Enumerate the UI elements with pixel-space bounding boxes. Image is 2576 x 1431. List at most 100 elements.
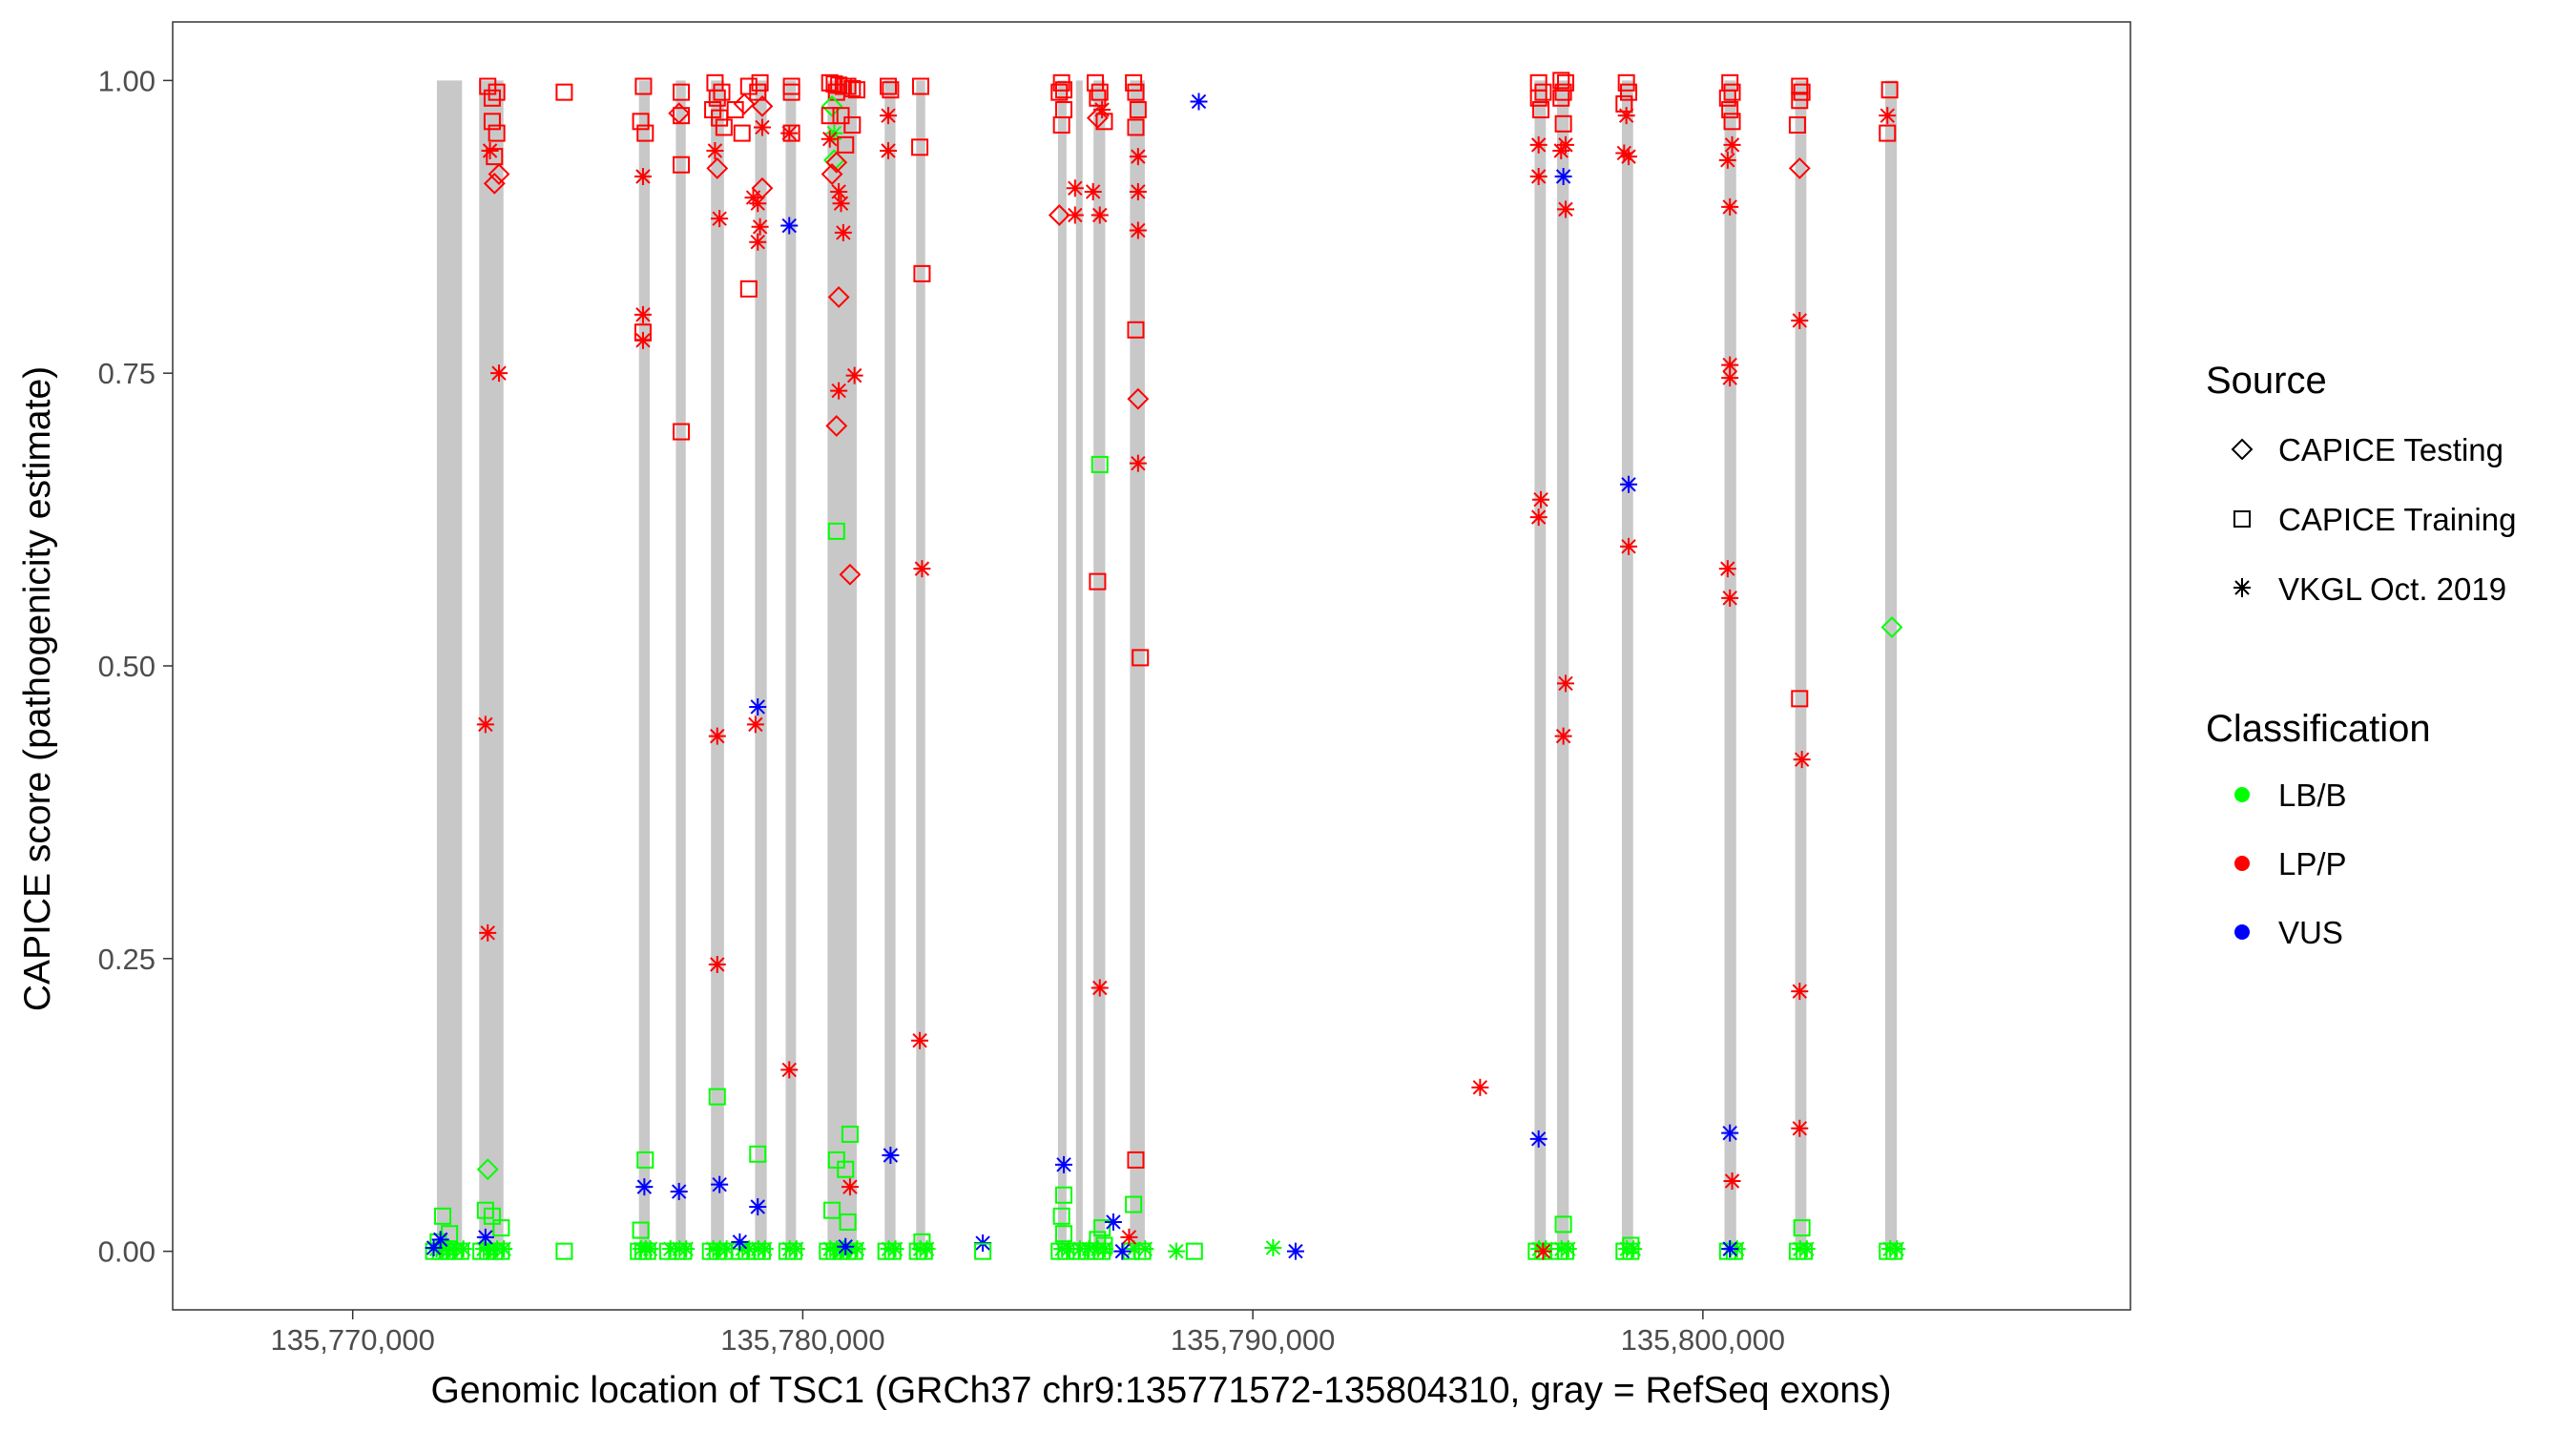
data-point bbox=[1791, 77, 1809, 95]
data-point bbox=[1723, 135, 1741, 154]
data-point bbox=[636, 1151, 654, 1169]
data-point-baseline bbox=[753, 1242, 771, 1260]
data-point bbox=[1534, 83, 1552, 101]
data-point-baseline bbox=[492, 1242, 510, 1260]
data-point bbox=[555, 1242, 573, 1260]
data-point bbox=[1620, 148, 1638, 166]
data-point bbox=[1788, 116, 1806, 134]
data-point bbox=[1880, 81, 1899, 99]
exon-band-12 bbox=[1075, 80, 1083, 1252]
data-point bbox=[632, 1221, 650, 1239]
data-point-baseline bbox=[1069, 1242, 1087, 1260]
data-point bbox=[1723, 83, 1741, 101]
data-point bbox=[1125, 1195, 1143, 1213]
data-point bbox=[739, 280, 758, 298]
legend-key-testing: CAPICE Testing bbox=[2231, 432, 2503, 467]
data-point-baseline bbox=[1071, 1240, 1089, 1258]
y-tick-label: 0.25 bbox=[98, 943, 156, 976]
x-tick-label: 135,770,000 bbox=[270, 1323, 434, 1357]
data-point bbox=[1095, 1236, 1113, 1255]
data-point bbox=[1190, 93, 1208, 111]
data-point-baseline bbox=[1133, 1242, 1152, 1260]
data-point bbox=[837, 1160, 855, 1178]
data-point bbox=[1880, 616, 1903, 638]
exon-band-1 bbox=[436, 80, 463, 1252]
data-point bbox=[825, 151, 848, 174]
data-point bbox=[1622, 1236, 1640, 1255]
exon-band-9 bbox=[884, 80, 896, 1252]
data-point-baseline bbox=[1057, 1242, 1075, 1260]
data-point bbox=[434, 1207, 452, 1225]
data-point bbox=[1066, 179, 1084, 197]
data-points bbox=[425, 72, 1906, 1260]
data-point bbox=[913, 1233, 931, 1251]
data-point bbox=[708, 89, 726, 107]
data-point bbox=[1723, 1172, 1741, 1190]
data-point bbox=[830, 382, 848, 400]
exon-band-19 bbox=[1795, 80, 1807, 1252]
data-point bbox=[1554, 168, 1572, 185]
data-point bbox=[1529, 1130, 1548, 1148]
data-point bbox=[1532, 101, 1550, 119]
data-point bbox=[837, 1237, 855, 1255]
data-point bbox=[486, 148, 504, 166]
data-point bbox=[1066, 206, 1084, 224]
data-point bbox=[1084, 182, 1102, 200]
x-tick-label: 135,780,000 bbox=[720, 1323, 884, 1357]
data-point-baseline bbox=[717, 1240, 736, 1258]
data-point bbox=[483, 172, 506, 195]
data-point bbox=[1132, 649, 1150, 667]
axes: 135,770,000 135,780,000 135,790,000 135,800… bbox=[98, 64, 1785, 1357]
exon-band-13 bbox=[1093, 80, 1106, 1252]
data-point bbox=[634, 331, 652, 349]
data-point-baseline bbox=[784, 1242, 802, 1260]
data-point bbox=[1879, 124, 1897, 142]
data-point-baseline bbox=[661, 1240, 679, 1258]
data-point bbox=[483, 89, 501, 107]
data-point bbox=[1791, 311, 1809, 329]
data-point bbox=[476, 716, 494, 734]
data-point bbox=[555, 83, 573, 101]
data-point bbox=[431, 1231, 449, 1249]
data-point bbox=[1093, 1219, 1111, 1237]
data-point bbox=[1721, 101, 1739, 119]
exon-band-5 bbox=[711, 80, 724, 1252]
data-point bbox=[839, 77, 857, 95]
data-point bbox=[749, 83, 767, 101]
data-point bbox=[1721, 356, 1739, 374]
exon-band-2 bbox=[479, 80, 504, 1252]
data-point bbox=[1721, 197, 1739, 216]
data-point bbox=[479, 923, 497, 942]
x-tick-label: 135,800,000 bbox=[1621, 1323, 1785, 1357]
data-point bbox=[1129, 101, 1147, 119]
data-point bbox=[821, 130, 839, 148]
data-point bbox=[746, 716, 764, 734]
data-point bbox=[1055, 1155, 1073, 1173]
data-point bbox=[911, 138, 929, 156]
data-point bbox=[1129, 221, 1147, 239]
data-point bbox=[481, 142, 499, 159]
data-point-baseline bbox=[1556, 1242, 1574, 1260]
data-point bbox=[708, 1088, 726, 1106]
legend-key-training: CAPICE Training bbox=[2233, 502, 2516, 537]
data-point bbox=[1554, 83, 1572, 101]
data-point bbox=[821, 94, 843, 117]
legend-lpp-dot bbox=[2234, 856, 2250, 871]
legend-label-vus: VUS bbox=[2278, 915, 2343, 950]
data-point bbox=[1167, 1242, 1185, 1260]
exon-band-3 bbox=[638, 80, 651, 1252]
data-point bbox=[839, 563, 862, 586]
exon-band-8 bbox=[827, 80, 858, 1252]
data-point bbox=[1721, 1124, 1739, 1142]
data-point bbox=[1718, 89, 1736, 107]
data-point bbox=[1879, 107, 1897, 125]
exon-bands bbox=[436, 80, 1898, 1252]
data-point bbox=[1052, 116, 1070, 134]
data-point bbox=[1791, 92, 1809, 110]
data-point bbox=[1127, 387, 1150, 410]
exon-band-6 bbox=[755, 80, 767, 1252]
data-point bbox=[749, 1145, 767, 1163]
data-point bbox=[1089, 572, 1107, 591]
data-point-baseline bbox=[1093, 1242, 1111, 1260]
data-point bbox=[1721, 1240, 1739, 1258]
